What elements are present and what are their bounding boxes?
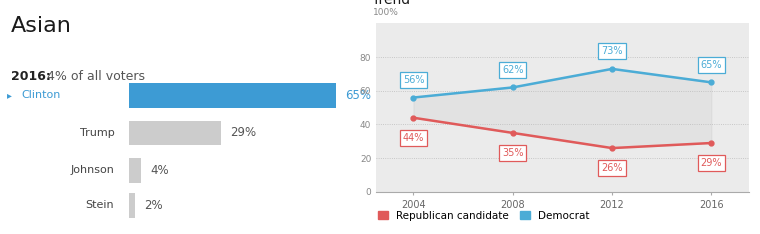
Text: 29%: 29% bbox=[230, 126, 256, 139]
FancyBboxPatch shape bbox=[128, 83, 336, 108]
Text: Stein: Stein bbox=[86, 200, 114, 210]
Text: 65%: 65% bbox=[345, 89, 371, 102]
FancyBboxPatch shape bbox=[128, 158, 141, 183]
Text: Asian: Asian bbox=[11, 16, 71, 36]
Text: 62%: 62% bbox=[502, 65, 524, 75]
Text: ▸: ▸ bbox=[7, 90, 12, 100]
FancyBboxPatch shape bbox=[128, 193, 135, 218]
Text: 65%: 65% bbox=[701, 60, 722, 70]
Text: 44%: 44% bbox=[403, 133, 424, 143]
Text: Trump: Trump bbox=[80, 128, 114, 138]
Text: 2%: 2% bbox=[144, 199, 163, 212]
Text: 26%: 26% bbox=[601, 163, 622, 173]
Text: 35%: 35% bbox=[502, 148, 524, 158]
FancyBboxPatch shape bbox=[128, 121, 221, 145]
Legend: Republican candidate, Democrat: Republican candidate, Democrat bbox=[378, 211, 590, 221]
Text: 100%: 100% bbox=[372, 8, 398, 17]
Text: Clinton: Clinton bbox=[21, 90, 61, 100]
Text: 29%: 29% bbox=[701, 158, 722, 168]
Text: 4%: 4% bbox=[150, 164, 169, 177]
Text: 2016:: 2016: bbox=[11, 70, 51, 83]
Text: Trend: Trend bbox=[372, 0, 410, 7]
Text: 73%: 73% bbox=[601, 46, 622, 56]
Text: 4% of all voters: 4% of all voters bbox=[43, 70, 145, 83]
Text: Johnson: Johnson bbox=[71, 165, 114, 175]
Text: 56%: 56% bbox=[403, 75, 424, 85]
